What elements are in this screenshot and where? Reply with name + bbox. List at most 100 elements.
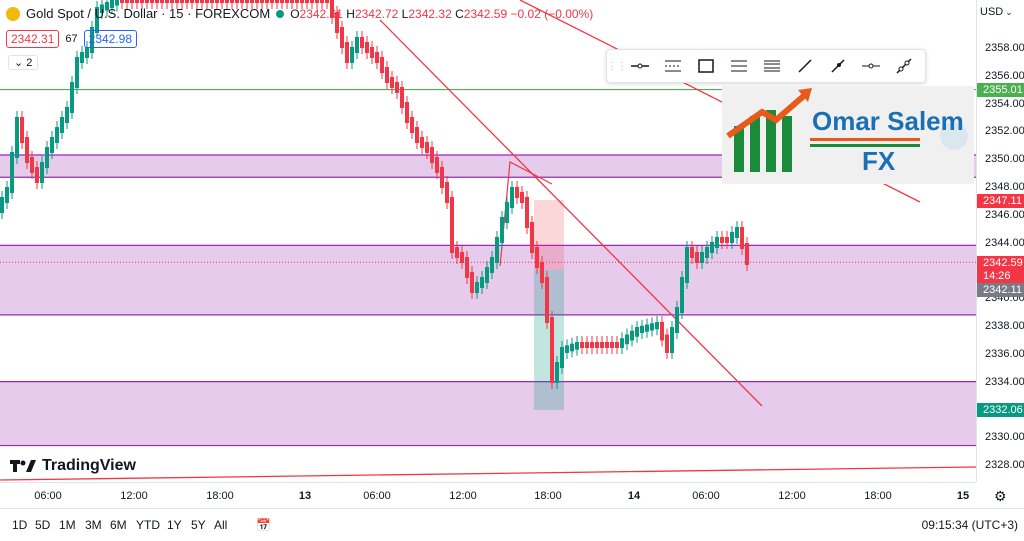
chart-canvas[interactable] [0,0,976,482]
candle [645,324,649,332]
price-axis[interactable]: 2358.00 2356.00 2354.00 2352.00 2350.00 2348.… [976,0,1024,482]
candle [420,137,424,148]
candle [425,142,429,153]
candle [190,0,194,3]
time-axis[interactable]: 06:00 12:00 18:00 13 06:00 12:00 18:00 14 06:00 1… [0,482,976,509]
candle [175,0,179,3]
currency-selector[interactable]: USD ⌄ [980,6,1013,18]
candle [25,137,29,163]
candle [355,37,359,53]
candle [565,345,569,353]
candle [575,342,579,350]
price-tick: 2336.00 [985,347,1024,360]
candle [725,237,729,243]
pitchfork-icon[interactable] [755,50,788,82]
extended-line-icon[interactable] [887,50,920,82]
candle [450,197,454,253]
candle [15,117,19,158]
candle [495,237,499,263]
candle [605,342,609,348]
candle [485,267,489,283]
price-tick: 2334.00 [985,375,1024,388]
candle [520,192,524,203]
sell-button[interactable]: 2342.31 [6,30,60,48]
settings-gear-icon[interactable]: ⚙ [994,488,1007,504]
candle [400,87,404,108]
candle [80,52,84,63]
time-tick: 12:00 [449,490,477,502]
candle [165,0,169,3]
zone-2 [0,381,976,446]
candle [200,0,204,3]
tradingview-logo[interactable]: TradingView [10,457,136,475]
candle [410,117,414,133]
chart-area[interactable] [0,0,976,482]
candle [625,334,629,345]
candle [530,222,534,253]
candle [320,0,324,3]
candle [385,67,389,83]
range-1y[interactable]: 1Y [167,518,182,532]
drag-handle-icon[interactable]: ⋮⋮ [607,60,627,72]
range-5d[interactable]: 5D [35,518,51,532]
ray-icon[interactable] [821,50,854,82]
candle [90,27,94,53]
candle [590,342,594,348]
candle [5,187,9,203]
range-5y[interactable]: 5Y [191,518,206,532]
rectangle-icon[interactable] [689,50,722,82]
candle [230,0,234,3]
candle [655,322,659,330]
price-tick: 2338.00 [985,320,1024,332]
candle [525,197,529,228]
candle [600,342,604,348]
time-tick: 15 [956,490,970,502]
candle [665,334,669,353]
indicators-toggle[interactable]: ⌄ 2 [8,55,39,70]
candle [145,0,149,3]
price-label-last-price: 2342.59 [977,256,1024,270]
range-all[interactable]: All [214,518,228,532]
range-6m[interactable]: 6M [110,518,127,532]
date-range-icon[interactable]: 📅 [256,518,271,532]
horizontal-ray-icon[interactable] [854,50,887,82]
candle [185,0,189,3]
symbol-title[interactable]: Gold Spot / U.S. Dollar · 15 · FOREXCOM [26,6,271,21]
price-tick: 2348.00 [985,181,1024,193]
price-label-green-line: 2355.01 [977,83,1024,97]
candle [470,272,474,293]
candle [740,227,744,249]
clock[interactable]: 09:15:34 (UTC+3) [921,518,1018,532]
candle [130,0,134,3]
range-1d[interactable]: 1D [12,518,28,532]
range-ytd[interactable]: YTD [136,518,160,532]
candle [580,342,584,348]
range-1m[interactable]: 1M [59,518,76,532]
trendline-icon[interactable] [788,50,821,82]
candle [20,117,24,143]
time-tick: 12:00 [120,490,148,502]
candle [220,0,224,3]
candle [620,338,624,348]
horizontal-line-icon[interactable] [623,50,656,82]
range-3m[interactable]: 3M [85,518,102,532]
candle [360,37,364,48]
candle [310,0,314,3]
parallel-channel-icon[interactable] [656,50,689,82]
time-tick: 18:00 [206,490,234,502]
candle [555,362,559,383]
candle [500,217,504,243]
fib-retracement-icon[interactable] [722,50,755,82]
candle [510,187,514,208]
candle [380,57,384,73]
candle [685,247,689,283]
buy-button[interactable]: 2342.98 [83,30,138,48]
candle [415,127,419,143]
drawing-toolbar: ⋮⋮ [606,49,926,83]
candle [550,317,554,383]
price-label-gray-level: 2342.11 [977,283,1024,297]
candle [735,227,739,238]
candle [170,0,174,3]
candle [505,202,509,223]
price-label-green-level: 2332.06 [977,403,1024,417]
